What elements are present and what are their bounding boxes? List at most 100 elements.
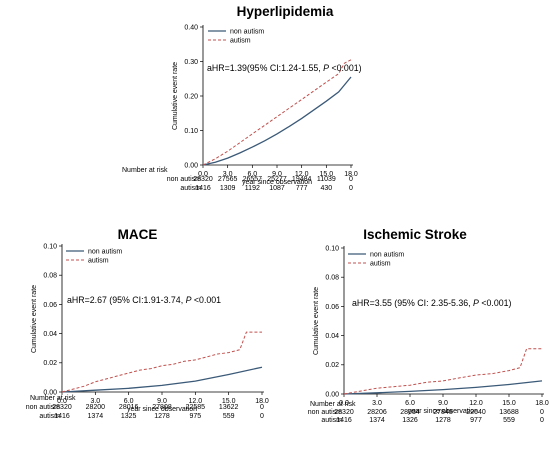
risk-row-label: non autism bbox=[308, 409, 342, 416]
risk-value: 28320 bbox=[52, 404, 72, 411]
y-tick-label: 0.08 bbox=[325, 275, 339, 282]
legend-label: autism bbox=[370, 261, 391, 268]
x-tick-label: 9.0 bbox=[438, 400, 448, 407]
annotation-tail: <0.001 bbox=[191, 295, 221, 305]
risk-value: 25277 bbox=[267, 176, 287, 183]
risk-value: 1416 bbox=[336, 417, 352, 424]
x-tick-label: 18.0 bbox=[344, 171, 358, 178]
x-tick-label: 0.0 bbox=[57, 398, 67, 405]
y-tick-label: 0.20 bbox=[184, 93, 198, 100]
risk-value: 27848 bbox=[433, 409, 453, 416]
x-tick-label: 3.0 bbox=[372, 400, 382, 407]
annotation-tail: <0.001) bbox=[479, 298, 512, 308]
y-tick-label: 0.00 bbox=[325, 391, 339, 398]
risk-value: 28016 bbox=[119, 404, 139, 411]
risk-value: 0 bbox=[349, 185, 353, 192]
x-tick-label: 18.0 bbox=[535, 400, 549, 407]
risk-value: 0 bbox=[540, 417, 544, 424]
x-tick-label: 12.0 bbox=[469, 400, 483, 407]
risk-value: 1374 bbox=[88, 413, 104, 420]
risk-value: 1325 bbox=[121, 413, 137, 420]
series-line-autism bbox=[61, 331, 262, 393]
y-axis-title: Cumulative event rate bbox=[313, 287, 320, 355]
risk-value: 26557 bbox=[243, 176, 263, 183]
mace-panel: MACE 0.00 0.02 0.04 0.06 0.08 0.10 0.0 3.0 6.0 9.… bbox=[0, 224, 275, 449]
risk-table-header: Number at risk bbox=[310, 401, 356, 408]
annotation-p: P bbox=[186, 295, 192, 305]
series-line-non-autism bbox=[343, 380, 543, 395]
risk-value: 19484 bbox=[292, 176, 312, 183]
y-tick-label: 0.40 bbox=[184, 24, 198, 31]
x-tick-label: 0.0 bbox=[198, 171, 208, 178]
risk-value: 1374 bbox=[369, 417, 385, 424]
x-tick-label: 9.0 bbox=[157, 398, 167, 405]
risk-value: 1192 bbox=[245, 185, 260, 192]
hazard-ratio-annotation: aHR=2.67 (95% CI:1.91-3.74, P <0.001 bbox=[67, 295, 221, 305]
risk-value: 22585 bbox=[186, 404, 206, 411]
x-axis-title: year since observation bbox=[127, 406, 197, 413]
annotation-main: aHR=1.39(95% CI:1.24-1.55, bbox=[207, 63, 323, 73]
x-tick-label: 15.0 bbox=[320, 171, 334, 178]
x-tick-label: 18.0 bbox=[255, 398, 269, 405]
risk-value: 27808 bbox=[152, 404, 172, 411]
series-line-autism bbox=[343, 348, 542, 395]
risk-value: 1309 bbox=[220, 185, 236, 192]
risk-value: 1278 bbox=[435, 417, 451, 424]
chart-title: Ischemic Stroke bbox=[363, 227, 467, 242]
risk-value: 977 bbox=[470, 417, 482, 424]
mace-chart: 0.00 0.02 0.04 0.06 0.08 0.10 0.0 3.0 6.0 9.0 12.0… bbox=[26, 243, 269, 420]
ischemic-stroke-chart: 0.00 0.02 0.04 0.06 0.08 0.10 0.0 3.0 6.0 9.0 12.0… bbox=[308, 245, 549, 424]
x-tick-label: 15.0 bbox=[222, 398, 236, 405]
risk-value: 430 bbox=[320, 185, 332, 192]
risk-value: 0 bbox=[349, 176, 353, 183]
chart-title: Hyperlipidemia bbox=[236, 4, 334, 19]
annotation-main: aHR=3.55 (95% CI: 2.35-5.36, bbox=[352, 298, 473, 308]
x-tick-label: 0.0 bbox=[339, 400, 349, 407]
annotation-p: P bbox=[473, 298, 479, 308]
legend-label: non autism bbox=[370, 252, 404, 259]
risk-row-label: autism bbox=[39, 413, 60, 420]
x-tick-label: 15.0 bbox=[502, 400, 516, 407]
risk-value: 11039 bbox=[317, 176, 336, 183]
risk-value: 1326 bbox=[402, 417, 418, 424]
y-tick-label: 0.04 bbox=[43, 331, 57, 338]
risk-value: 13688 bbox=[499, 409, 519, 416]
risk-value: 13622 bbox=[219, 404, 239, 411]
annotation-p: P bbox=[323, 63, 329, 73]
risk-row-label: non autism bbox=[26, 404, 60, 411]
series-line-non-autism bbox=[202, 76, 352, 166]
risk-value: 0 bbox=[540, 409, 544, 416]
y-tick-label: 0.30 bbox=[184, 59, 198, 66]
y-tick-label: 0.00 bbox=[43, 389, 57, 396]
annotation-tail: <0.001) bbox=[329, 63, 362, 73]
series-line-non-autism bbox=[61, 366, 263, 393]
y-tick-label: 0.10 bbox=[43, 243, 57, 250]
y-tick-label: 0.06 bbox=[43, 302, 57, 309]
risk-value: 28320 bbox=[334, 409, 354, 416]
y-tick-label: 0.08 bbox=[43, 273, 57, 280]
risk-value: 975 bbox=[189, 413, 201, 420]
risk-value: 28320 bbox=[193, 176, 213, 183]
x-tick-label: 12.0 bbox=[189, 398, 203, 405]
y-tick-label: 0.06 bbox=[325, 304, 339, 311]
risk-value: 1087 bbox=[269, 185, 285, 192]
risk-value: 28206 bbox=[367, 409, 387, 416]
y-tick-label: 0.10 bbox=[184, 128, 198, 135]
hyperlipidemia-chart: 0.00 0.10 0.20 0.30 0.40 0.0 3.0 6.0 9.0 12.0 15.0… bbox=[122, 24, 362, 192]
x-axis-title: year since observation bbox=[242, 179, 312, 186]
risk-value: 28200 bbox=[86, 404, 106, 411]
y-tick-label: 0.00 bbox=[184, 162, 198, 169]
risk-value: 1278 bbox=[154, 413, 170, 420]
risk-row-label: non autism bbox=[167, 176, 201, 183]
x-tick-label: 12.0 bbox=[295, 171, 309, 178]
x-tick-label: 6.0 bbox=[405, 400, 415, 407]
risk-value: 559 bbox=[503, 417, 515, 424]
y-axis-title: Cumulative event rate bbox=[31, 285, 38, 353]
ischemic-stroke-panel: Ischemic Stroke 0.00 0.02 0.04 0.06 0.08 0.10… bbox=[280, 224, 550, 449]
x-tick-label: 3.0 bbox=[223, 171, 233, 178]
y-tick-label: 0.02 bbox=[325, 362, 339, 369]
x-tick-label: 6.0 bbox=[247, 171, 257, 178]
hazard-ratio-annotation: aHR=3.55 (95% CI: 2.35-5.36, P <0.001) bbox=[352, 298, 512, 308]
risk-row-label: autism bbox=[321, 417, 342, 424]
y-tick-label: 0.02 bbox=[43, 360, 57, 367]
